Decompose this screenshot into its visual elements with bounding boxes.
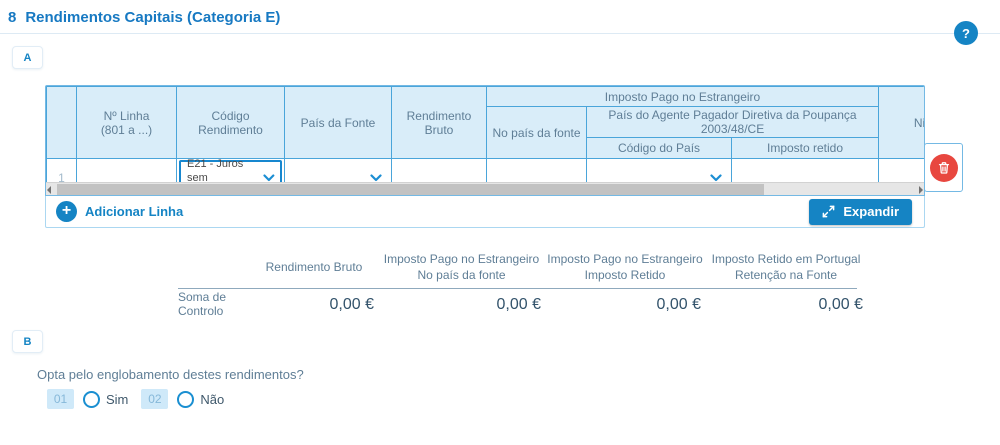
chevron-down-icon [370, 174, 382, 182]
capital-income-table-widget: Nº Linha (801 a ...) Código Rendimento P… [45, 85, 963, 228]
header-nif: Nif da En [878, 86, 924, 159]
control-sum-headers: Rendimento Bruto Imposto Pago no Estrang… [178, 251, 861, 283]
sum-value-estrangeiro-fonte: 0,00 € [496, 295, 541, 313]
title-divider [0, 33, 1000, 34]
header-agente-pagador-group: País do Agente Pagador Diretiva da Poupa… [585, 106, 880, 138]
option-label-nao[interactable]: Não [200, 391, 225, 407]
plus-icon: + [56, 201, 77, 222]
table-toolbar: + Adicionar Linha Expandir [45, 196, 925, 228]
englobamento-options: 01 Sim 02 Não [47, 389, 224, 409]
chevron-down-icon [710, 174, 722, 182]
trash-icon [938, 161, 949, 174]
header-imposto-retido: Imposto retido [730, 137, 880, 159]
englobamento-question: Opta pelo englobamento destes rendimento… [37, 367, 304, 382]
row-number: 1 [46, 158, 77, 195]
table-scroll-area: Nº Linha (801 a ...) Código Rendimento P… [45, 85, 925, 196]
radio-sim[interactable] [83, 390, 100, 408]
page-title-text: Rendimentos Capitais (Categoria E) [25, 9, 281, 26]
chevron-down-icon [263, 174, 275, 182]
section-a-label: A [12, 46, 43, 69]
sum-col-header-estrangeiro-fonte: Imposto Pago no Estrangeiro No país da f… [383, 252, 540, 283]
capital-income-table: Nº Linha (801 a ...) Código Rendimento P… [46, 86, 924, 195]
delete-column [924, 143, 963, 192]
radio-nao[interactable] [177, 390, 195, 408]
expand-button[interactable]: Expandir [809, 198, 912, 225]
header-imposto-estrangeiro-group: Imposto Pago no Estrangeiro [485, 86, 880, 107]
sum-value-portugal-retencao: 0,00 € [818, 295, 863, 313]
control-sum-table: Rendimento Bruto Imposto Pago no Estrang… [178, 251, 863, 319]
section-b-label: B [12, 330, 43, 353]
expand-label: Expandir [843, 204, 899, 219]
help-button[interactable]: ? [954, 21, 978, 45]
option-code-badge-02: 02 [141, 389, 169, 409]
sum-value-estrangeiro-retido: 0,00 € [656, 295, 701, 313]
horizontal-scrollbar[interactable] [46, 182, 924, 195]
sum-col-header-rendimento-bruto: Rendimento Bruto [265, 260, 363, 275]
add-row-button[interactable]: + Adicionar Linha [56, 201, 183, 222]
header-n-linha: Nº Linha (801 a ...) [76, 86, 177, 159]
scrollbar-thumb[interactable] [57, 184, 764, 195]
header-codigo-do-pais: Código do País [586, 137, 732, 159]
header-no-pais-da-fonte: No país da fonte [486, 106, 587, 159]
question-mark-icon: ? [962, 25, 970, 41]
control-sum-row: Soma de Controlo 0,00 € 0,00 € 0,00 € 0,… [178, 289, 863, 319]
header-rendimento-bruto: Rendimento Bruto [391, 86, 487, 159]
expand-icon [823, 205, 835, 218]
option-label-sim[interactable]: Sim [106, 391, 129, 407]
scroll-left-arrow-icon[interactable] [47, 186, 51, 194]
delete-row-button[interactable] [929, 153, 958, 182]
page-title: 8 Rendimentos Capitais (Categoria E) [8, 9, 280, 26]
section-number: 8 [8, 9, 17, 26]
scroll-right-arrow-icon[interactable] [919, 186, 923, 194]
sum-col-header-estrangeiro-retido: Imposto Pago no Estrangeiro Imposto Reti… [547, 252, 703, 283]
option-code-badge-01: 01 [47, 389, 74, 409]
sum-col-header-portugal-retencao: Imposto Retido em Portugal Retenção na F… [711, 252, 861, 283]
sum-row-label: Soma de Controlo [178, 290, 227, 319]
header-codigo-rendimento: Código Rendimento [176, 86, 285, 159]
header-row-index [46, 86, 77, 159]
table-row: 1 E21 - Juros sem retenção… [46, 158, 924, 195]
sum-value-rendimento-bruto: 0,00 € [329, 295, 374, 313]
sum-divider [178, 288, 857, 290]
header-pais-da-fonte: País da Fonte [284, 86, 392, 159]
add-row-label: Adicionar Linha [85, 204, 184, 219]
